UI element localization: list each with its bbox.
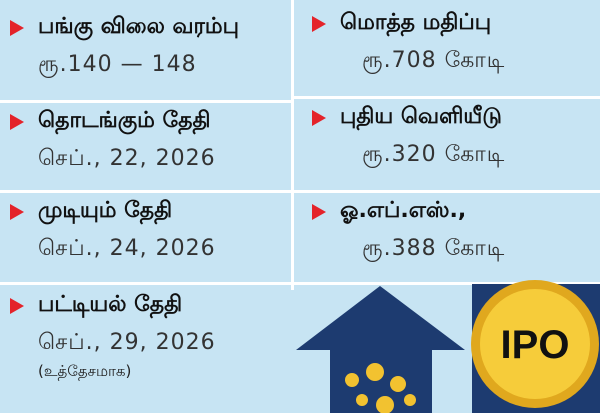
item-value: ரூ.708 கோடி (362, 48, 506, 73)
item-heading: பட்டியல் தேதி (10, 292, 216, 320)
info-item: ஓ.எப்.எஸ்., ரூ.388 கோடி (312, 198, 505, 264)
item-heading: ஓ.எப்.எஸ்., (312, 198, 505, 226)
coin-label: IPO (501, 323, 570, 367)
item-value: ரூ.320 கோடி (362, 142, 506, 167)
divider (294, 190, 600, 193)
divider (294, 96, 600, 99)
divider (0, 100, 291, 103)
info-item: முடியும் தேதி செப்., 24, 2026 (10, 198, 216, 264)
divider (294, 282, 600, 285)
info-item: தொடங்கும் தேதி செப்., 22, 2026 (10, 108, 216, 174)
info-item: பங்கு விலை வரம்பு ரூ.140 — 148 (10, 14, 239, 80)
info-item: பட்டியல் தேதி செப்., 29, 2026 (உத்தேசமாக) (10, 292, 216, 382)
item-value: செப்., 22, 2026 (38, 146, 216, 171)
divider (0, 190, 291, 193)
item-note: (உத்தேசமாக) (38, 362, 132, 380)
info-item: மொத்த மதிப்பு ரூ.708 கோடி (312, 10, 505, 76)
divider (291, 0, 294, 290)
item-value: ரூ.140 — 148 (38, 52, 197, 77)
item-heading: தொடங்கும் தேதி (10, 108, 216, 136)
item-value: செப்., 24, 2026 (38, 236, 216, 261)
item-heading: புதிய வெளியீடு (312, 104, 505, 132)
item-value: ரூ.388 கோடி (362, 236, 506, 261)
item-heading: பங்கு விலை வரம்பு (10, 14, 239, 42)
item-heading: முடியும் தேதி (10, 198, 216, 226)
divider (0, 282, 291, 285)
item-value: செப்., 29, 2026 (38, 330, 216, 355)
item-heading: மொத்த மதிப்பு (312, 10, 505, 38)
info-item: புதிய வெளியீடு ரூ.320 கோடி (312, 104, 505, 170)
